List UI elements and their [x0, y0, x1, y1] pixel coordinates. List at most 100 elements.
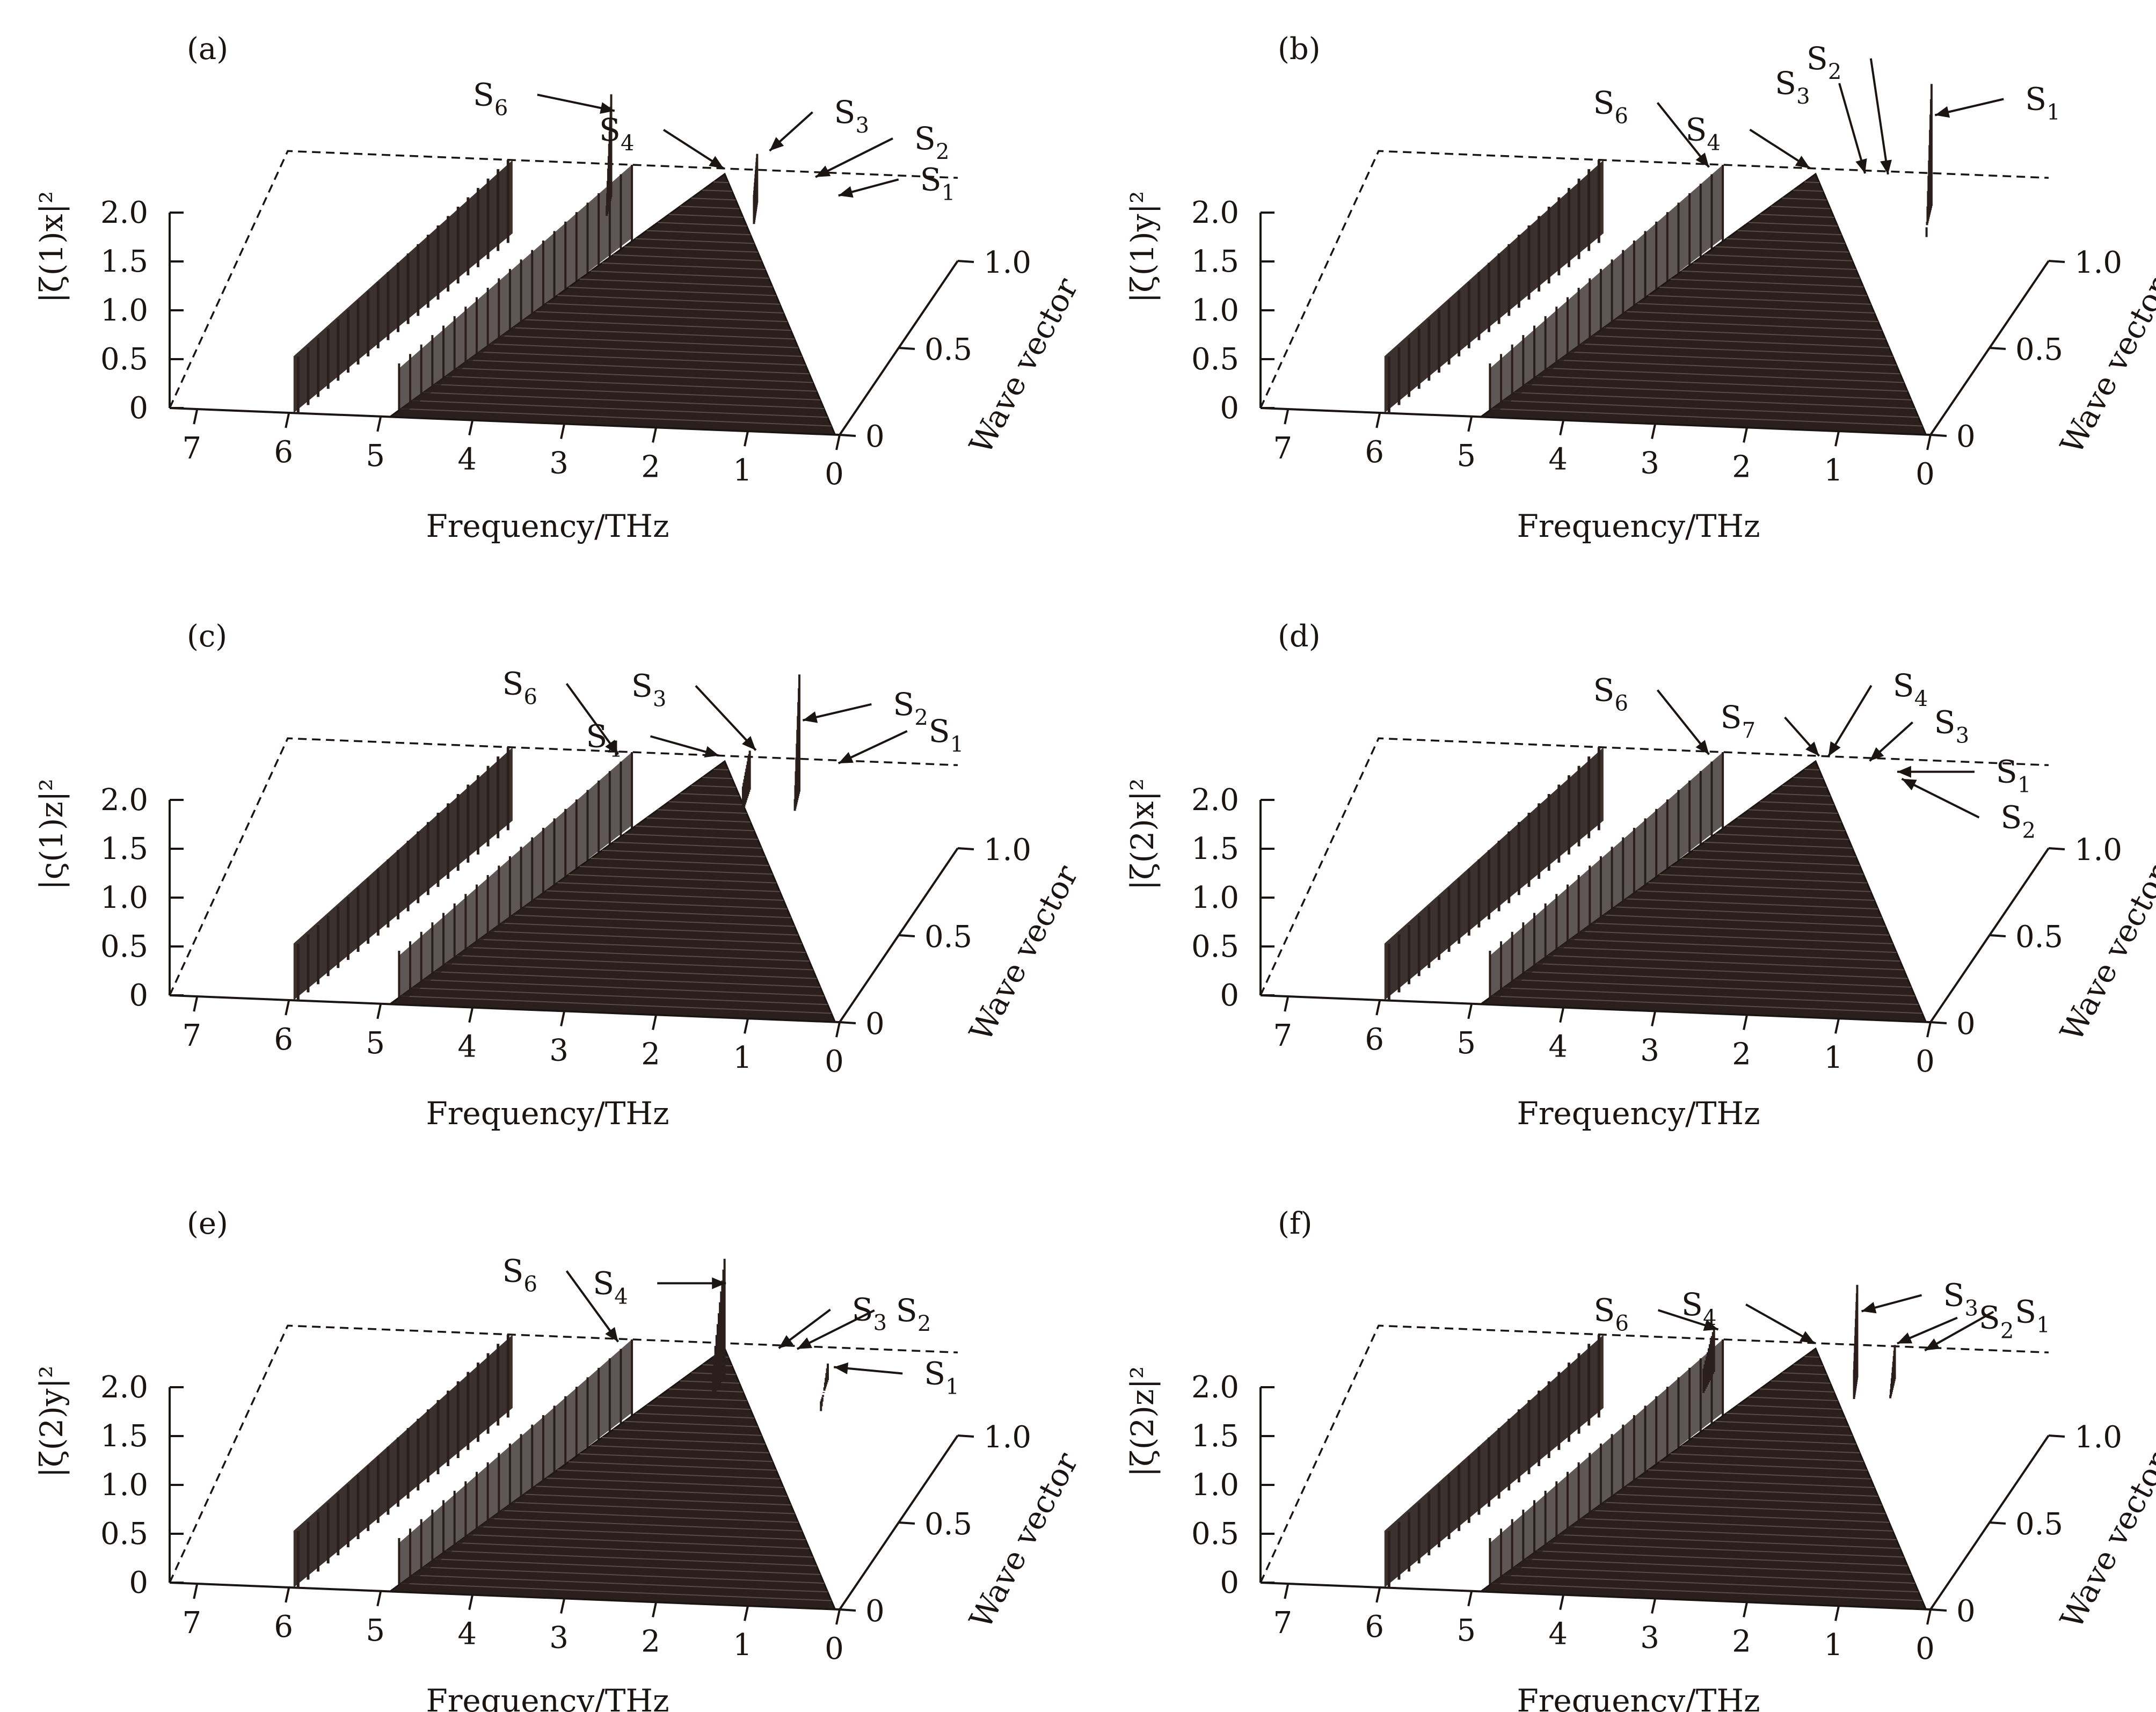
fan-hatch	[479, 1526, 806, 1541]
panel-label: (d)	[1278, 619, 1321, 654]
fan-hatch	[1558, 1534, 1900, 1549]
frequency-tick	[835, 434, 841, 450]
height-tick-label: 0	[1220, 978, 1239, 1013]
fan-hatch	[479, 938, 806, 953]
fan-hatch	[1637, 890, 1875, 901]
fan-hatch	[1760, 214, 1834, 218]
frequency-tick-label: 0	[825, 457, 844, 492]
fan-hatch	[1514, 392, 1915, 410]
fan-hatch	[602, 262, 766, 271]
fan-hatch	[1536, 376, 1908, 392]
pointer-arrowhead	[769, 137, 784, 151]
pointer-arrowhead	[1695, 152, 1709, 167]
optical-wall-2	[1490, 752, 1723, 1005]
spike	[606, 94, 613, 216]
pointer-arrowhead	[742, 735, 756, 751]
frequency-tick	[1743, 1014, 1749, 1030]
frequency-tick-label: 1	[733, 453, 752, 488]
wave-tick-label: 0	[865, 1007, 885, 1041]
fan-hatch	[1659, 874, 1867, 884]
fan-hatch	[1581, 930, 1893, 944]
frequency-tick	[835, 1022, 841, 1038]
wave-tick-label: 0	[1956, 1594, 1976, 1629]
fan-hatch	[1648, 1469, 1871, 1480]
frequency-tick	[1559, 1594, 1565, 1611]
frequency-tick	[744, 1605, 749, 1621]
fan-hatch	[1771, 1380, 1831, 1384]
optical-wall-2	[1490, 1339, 1723, 1592]
height-tick-label: 1.0	[1191, 293, 1239, 328]
fan-hatch	[624, 246, 758, 253]
peak-label-subscript: 4	[621, 131, 634, 156]
spike	[712, 1258, 726, 1397]
back-plane-dashed	[169, 1324, 958, 1583]
fan-hatch	[579, 278, 773, 288]
optical-wall	[293, 1335, 513, 1588]
wave-tick	[957, 847, 974, 850]
fan-hatch	[713, 181, 729, 184]
peak-label-subscript: 2	[917, 1312, 931, 1336]
peak-label-subscript: 7	[1742, 718, 1756, 743]
frequency-tick	[376, 1003, 382, 1019]
frequency-tick-label: 7	[1273, 1018, 1292, 1053]
panel-e: 00.51.01.52.07 6 5 4 3 2 1 000.51.0Frequency/TH…	[33, 1206, 1086, 1712]
peak-label-subscript: 3	[1796, 84, 1810, 109]
fan-hatch	[1681, 270, 1860, 279]
pointer-arrowhead	[605, 739, 618, 755]
fan-hatch	[1726, 1412, 1845, 1419]
fan-hatch	[1614, 319, 1882, 331]
wave-tick-label: 0.5	[2015, 1507, 2063, 1542]
fan-hatch	[546, 890, 784, 901]
frequency-tick-label: 0	[1915, 1631, 1935, 1666]
peak-label-text: S	[631, 667, 653, 704]
fan-hatch	[446, 1550, 817, 1567]
peak-label-subscript: 4	[1703, 1306, 1716, 1330]
frequency-tick	[1467, 1591, 1473, 1607]
height-tick-label: 2.0	[1191, 195, 1239, 230]
frequency-tick-label: 2	[1732, 1624, 1751, 1659]
fan-hatch	[1693, 1437, 1856, 1445]
frequency-tick	[560, 1598, 566, 1614]
wave-tick	[1989, 1521, 2006, 1525]
fan-hatch	[1681, 857, 1860, 866]
fan-hatch	[680, 1380, 740, 1384]
frequency-tick-label: 5	[366, 1613, 385, 1648]
wave-tick-label: 1.0	[984, 245, 1031, 280]
optical-wall	[293, 160, 513, 413]
frequency-tick-label: 5	[1456, 1026, 1476, 1061]
frequency-tick-label: 5	[1456, 1613, 1476, 1648]
height-tick-label: 0	[129, 1565, 148, 1600]
peak-label-subscript: 3	[653, 687, 666, 711]
optical-wall-2	[399, 752, 632, 1005]
frequency-tick	[1284, 996, 1290, 1012]
wave-tick	[839, 1021, 856, 1024]
pointer-arrowhead	[704, 746, 719, 758]
frequency-tick	[285, 1000, 290, 1016]
fan-hatch	[1548, 1542, 1904, 1558]
peak-label-text: S	[1943, 1277, 1964, 1314]
peak-label-subscript: 6	[1614, 691, 1628, 716]
fan-hatch	[624, 1420, 758, 1427]
pointer-arrowhead	[834, 1362, 849, 1374]
fan-hatch	[624, 833, 758, 840]
wave-tick	[957, 260, 974, 263]
peak-label-text: S	[473, 76, 494, 113]
pointer-arrowhead	[1800, 1331, 1815, 1343]
frequency-tick-label: 3	[549, 1033, 569, 1068]
pointer-arrowhead	[1925, 1338, 1940, 1351]
peak-label-text: S	[599, 112, 621, 148]
fan-hatch	[1659, 1461, 1867, 1471]
pointer-arrowhead	[838, 752, 854, 763]
frequency-tick	[193, 1583, 199, 1599]
pointer-arrowhead	[1935, 106, 1950, 118]
fan-hatch	[457, 1542, 813, 1558]
fan-hatch	[680, 793, 740, 797]
fan-hatch	[1581, 1518, 1893, 1532]
zlabel: Wave vector	[2053, 859, 2156, 1047]
peak-label-subscript: 6	[1614, 104, 1628, 128]
